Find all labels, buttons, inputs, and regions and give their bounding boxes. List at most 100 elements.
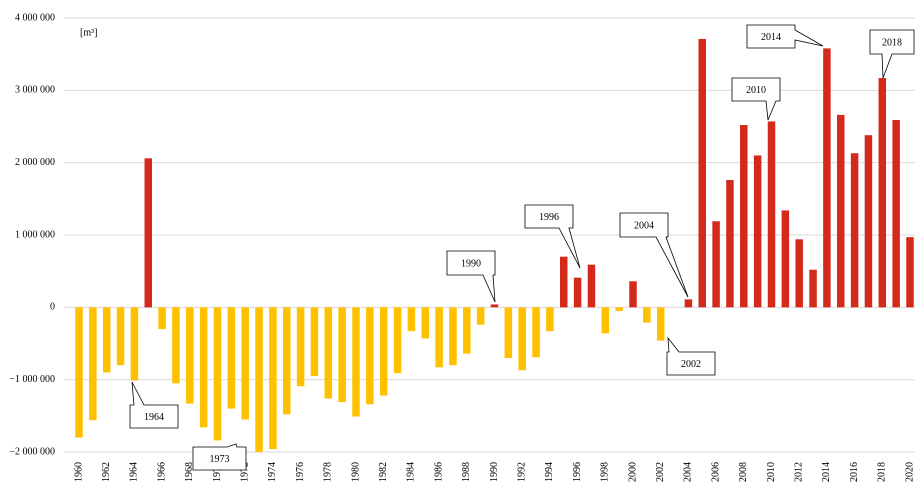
y-tick-label: 3 000 000 [15, 85, 55, 96]
bar [393, 307, 402, 374]
y-tick-label: 2 000 000 [15, 157, 55, 168]
callout-box [446, 250, 496, 303]
bar [186, 307, 194, 404]
bar [892, 119, 900, 308]
x-tick-label: 2006 [710, 462, 721, 482]
x-tick-label: 2012 [793, 462, 804, 482]
x-tick-label: 1982 [378, 462, 389, 482]
bar [823, 48, 831, 308]
bar [283, 307, 291, 415]
x-tick-label: 2014 [821, 462, 832, 482]
bar [864, 135, 873, 308]
annotation: 2004 [634, 220, 654, 231]
x-tick-label: 1992 [516, 462, 527, 482]
x-tick-label: 1996 [572, 462, 583, 482]
bar [643, 307, 651, 323]
bar [809, 269, 817, 308]
bar [116, 307, 125, 366]
bar [75, 307, 83, 438]
bar [781, 210, 790, 308]
bar [753, 155, 762, 308]
bar [144, 158, 152, 308]
callout-box [129, 381, 179, 429]
bar [906, 237, 914, 308]
x-tick-label: 1988 [461, 462, 472, 482]
bar [795, 239, 803, 308]
bar [532, 307, 540, 358]
x-tick-label: 1968 [184, 462, 195, 482]
bar [310, 307, 319, 377]
bar [504, 307, 513, 358]
x-tick-label: 1966 [156, 462, 167, 482]
bar [490, 304, 499, 308]
bar [615, 307, 623, 311]
bar [573, 277, 582, 308]
annotation: 1973 [210, 454, 230, 465]
x-tick-label: 1964 [129, 462, 140, 482]
bar [352, 307, 360, 417]
bar [213, 307, 222, 441]
x-tick-label: 2004 [683, 462, 694, 482]
bar [338, 307, 346, 403]
x-tick-label: 2008 [738, 462, 749, 482]
x-tick-label: 1962 [101, 462, 112, 482]
bar [172, 307, 180, 384]
bar [158, 307, 166, 330]
bar [601, 307, 610, 334]
bar [379, 307, 388, 396]
annotation: 2010 [746, 85, 766, 96]
bar [712, 221, 720, 308]
bar [89, 307, 97, 421]
x-tick-label: 1960 [73, 462, 84, 482]
bar [560, 256, 568, 308]
bar [227, 307, 236, 409]
x-tick-label: 1976 [295, 462, 306, 482]
annotation: 2002 [681, 359, 701, 370]
bar [435, 307, 443, 368]
bar [269, 307, 277, 450]
callout-box [731, 77, 781, 121]
x-tick-label: 1980 [350, 462, 361, 482]
annotation: 2018 [882, 37, 902, 48]
bar [476, 307, 485, 325]
annotation: 1996 [539, 212, 559, 223]
bar [656, 307, 665, 341]
x-tick-label: 2018 [877, 462, 888, 482]
x-tick-label: 1984 [406, 462, 417, 482]
callout-box [524, 204, 581, 269]
bar [421, 307, 429, 339]
callout-box [746, 24, 824, 49]
x-tick-label: 1972 [239, 462, 250, 482]
bar [324, 307, 333, 399]
x-tick-label: 1970 [212, 462, 223, 482]
bar [850, 153, 859, 308]
annotation: 1964 [144, 412, 164, 423]
bar [449, 307, 457, 366]
bar [684, 299, 693, 308]
bar [629, 281, 637, 308]
y-axis-label: [m³] [80, 27, 97, 38]
bar [102, 307, 111, 373]
bar [255, 307, 263, 452]
bar [878, 78, 887, 308]
x-tick-label: 2016 [849, 462, 860, 482]
y-tick-label: 1 000 000 [15, 229, 55, 240]
annotation: 1990 [461, 258, 481, 269]
bar [407, 307, 416, 332]
y-tick-label: 4 000 000 [15, 12, 55, 23]
callout-box [192, 443, 247, 471]
annotation: 2014 [761, 32, 781, 43]
x-tick-label: 2002 [655, 462, 666, 482]
bar [463, 307, 471, 354]
bar [837, 114, 845, 308]
x-tick-label: 1990 [489, 462, 500, 482]
y-tick-label: −2 000 000 [9, 446, 55, 457]
bar [698, 38, 706, 308]
bar [587, 264, 596, 308]
y-tick-label: −1 000 000 [9, 374, 55, 385]
x-tick-label: 1978 [323, 462, 334, 482]
bar [241, 307, 249, 420]
x-tick-label: 2020 [904, 462, 915, 482]
x-tick-label: 1994 [544, 462, 555, 482]
